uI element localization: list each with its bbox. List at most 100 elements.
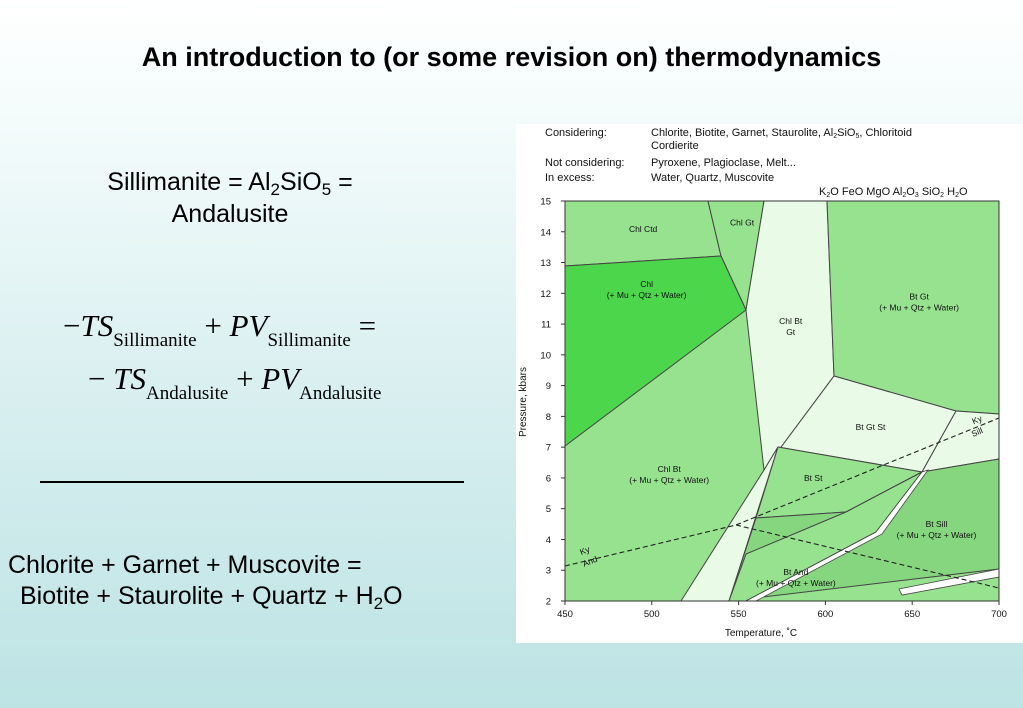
- plot-frame: [564, 200, 1000, 602]
- reaction-line-label: Ky: [578, 544, 592, 557]
- field-label: Bt St: [804, 473, 823, 483]
- symbol-p: P: [229, 308, 249, 343]
- reaction-line-label: Ky: [971, 413, 985, 426]
- y-tick-label: 6: [546, 473, 551, 484]
- y-tick-label: 12: [540, 289, 551, 300]
- minus-sign: −: [63, 308, 81, 343]
- system-subscript: 2: [902, 192, 906, 199]
- pseudosection-svg: Considering: Chlorite, Biotite, Garnet, …: [518, 127, 1007, 639]
- field-label: (+ Mu + Qtz + Water): [879, 302, 959, 312]
- excess-label: In excess:: [545, 172, 595, 184]
- x-axis-label: Temperature, ˚C: [725, 627, 797, 639]
- system-subscript: 2: [826, 192, 830, 199]
- field-label: Bt Sill: [926, 519, 948, 529]
- symbol-s: S: [130, 361, 146, 396]
- field-label: Chl Bt: [779, 316, 803, 326]
- reaction-text: O: [383, 582, 403, 610]
- reaction-text: Biotite + Staurolite + Quartz + H: [20, 582, 374, 610]
- system-text: O: [959, 186, 968, 198]
- energy-equation-line-2: − TSAndalusite + PVAndalusite: [88, 361, 382, 403]
- symbol-v: V: [280, 361, 300, 396]
- subscript-sillimanite: Sillimanite: [113, 330, 197, 351]
- x-tick-label: 500: [644, 609, 660, 620]
- formula-text: SiO: [280, 168, 322, 196]
- field-label: (+ Mu + Qtz + Water): [756, 578, 836, 588]
- y-axis-label: Pressure, kbars: [518, 367, 529, 437]
- plus-sign: +: [204, 308, 222, 343]
- y-tick-label: 10: [540, 350, 551, 361]
- considering-value: Chlorite, Biotite, Garnet, Staurolite, A…: [651, 127, 912, 140]
- x-axis-ticks: 450 500 550 600 650 700: [557, 601, 1007, 620]
- pseudosection-diagram: Considering: Chlorite, Biotite, Garnet, …: [516, 124, 1023, 643]
- y-tick-label: 5: [546, 504, 551, 515]
- chemical-system: K2O FeO MgO Al2O3 SiO2 H2O: [819, 186, 968, 199]
- considering-subscript: 5: [855, 133, 859, 140]
- field-label: Chl: [640, 279, 653, 289]
- and-sill-line: [735, 524, 1000, 589]
- reaction-subscript: 2: [373, 594, 384, 613]
- formula-subscript: 2: [270, 180, 281, 199]
- slide-title: An introduction to (or some revision on)…: [141, 42, 882, 72]
- symbol-v: V: [248, 308, 268, 343]
- system-text: H: [944, 186, 955, 198]
- y-tick-label: 13: [540, 258, 551, 269]
- field-label: (+ Mu + Qtz + Water): [607, 290, 687, 300]
- field-label: (+ Mu + Qtz + Water): [897, 530, 977, 540]
- x-tick-label: 450: [557, 609, 573, 620]
- x-tick-label: 600: [817, 609, 833, 620]
- reaction-line-1: Chlorite + Garnet + Muscovite =: [8, 551, 362, 579]
- symbol-t: T: [113, 361, 131, 396]
- plot-area: [564, 200, 1000, 602]
- y-tick-label: 9: [546, 381, 551, 392]
- plus-sign: +: [236, 361, 254, 396]
- y-tick-label: 4: [546, 535, 551, 546]
- field-label: (+ Mu + Qtz + Water): [629, 475, 709, 485]
- formula-line-1: Sillimanite = Al2SiO5 =: [60, 166, 400, 198]
- reaction-line-2: Biotite + Staurolite + Quartz + H2O: [8, 581, 403, 612]
- system-subscript: 3: [915, 192, 919, 199]
- field-label: Chl Ctd: [629, 224, 658, 234]
- formula-subscript: 5: [321, 180, 332, 199]
- considering-text: SiO: [837, 127, 856, 139]
- reaction-equation: Chlorite + Garnet + Muscovite = Biotite …: [8, 550, 403, 612]
- formula-text: =: [331, 168, 353, 196]
- formula-text: Sillimanite = Al: [107, 168, 271, 196]
- x-tick-label: 550: [731, 609, 747, 620]
- y-tick-label: 2: [546, 597, 551, 608]
- system-text: O FeO MgO Al: [830, 186, 902, 198]
- symbol-t: T: [80, 308, 98, 343]
- subscript-andalusite: Andalusite: [299, 383, 382, 404]
- y-tick-label: 14: [540, 227, 551, 238]
- considering-text: Chlorite, Biotite, Garnet, Staurolite, A…: [651, 127, 833, 139]
- reaction-line-label: Sill: [970, 425, 984, 439]
- minus-sign: −: [88, 361, 106, 396]
- y-tick-label: 7: [546, 443, 551, 454]
- field-label: Bt And: [783, 567, 808, 577]
- field-label: Chl Bt: [658, 464, 682, 474]
- y-tick-label: 8: [546, 412, 551, 423]
- energy-equation-line-1: −TSSillimanite + PVSillimanite =: [63, 308, 377, 350]
- sillimanite-formula: Sillimanite = Al2SiO5 = Andalusite: [60, 166, 400, 230]
- subscript-sillimanite: Sillimanite: [267, 330, 351, 351]
- excess-value: Water, Quartz, Muscovite: [651, 172, 774, 184]
- field-label: Bt Gt: [909, 291, 929, 301]
- system-subscript: 2: [955, 192, 959, 199]
- ky-and-sill-line: [564, 417, 1000, 567]
- horizontal-divider: [40, 481, 464, 483]
- symbol-p: P: [261, 361, 281, 396]
- system-text: K: [819, 186, 827, 198]
- subscript-andalusite: Andalusite: [145, 383, 229, 404]
- equals-sign: =: [358, 308, 377, 343]
- system-text: SiO: [919, 186, 941, 198]
- y-tick-label: 3: [546, 566, 551, 577]
- symbol-s: S: [97, 308, 114, 343]
- considering-label: Considering:: [545, 127, 607, 139]
- field-label: Chl Gt: [730, 218, 755, 228]
- x-tick-label: 700: [991, 609, 1007, 620]
- y-axis-ticks: 2 3 4 5 6 7 8 9 10 11 12 13 14 15: [540, 197, 565, 608]
- not-considering-value: Pyroxene, Plagioclase, Melt...: [651, 157, 796, 169]
- formula-line-2: Andalusite: [171, 200, 289, 228]
- considering-text: , Chloritoid: [859, 127, 912, 139]
- diagram-header: Considering: Chlorite, Biotite, Garnet, …: [545, 127, 968, 199]
